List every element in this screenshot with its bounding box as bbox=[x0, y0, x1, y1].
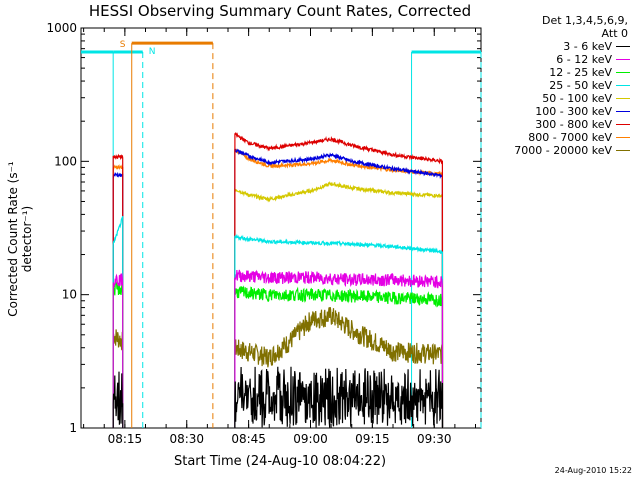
series-line bbox=[112, 215, 124, 429]
legend-entry: 12 - 25 keV bbox=[484, 66, 632, 79]
legend-entry: 50 - 100 keV bbox=[484, 92, 632, 105]
legend-entry: 25 - 50 keV bbox=[484, 79, 632, 92]
plot-frame bbox=[80, 27, 482, 429]
series-line bbox=[112, 163, 124, 429]
series-line bbox=[234, 132, 444, 429]
series-line bbox=[234, 269, 444, 429]
legend-entry: 3 - 6 keV bbox=[484, 40, 632, 53]
series-line bbox=[234, 366, 444, 429]
legend-swatch bbox=[616, 46, 630, 47]
legend-entry-label: 800 - 7000 keV bbox=[528, 131, 612, 144]
legend-swatch bbox=[616, 124, 630, 125]
x-axis-label: Start Time (24-Aug-10 08:04:22) bbox=[173, 454, 387, 469]
x-tick-label: 09:15 bbox=[355, 432, 390, 446]
legend-entry-label: 300 - 800 keV bbox=[535, 118, 612, 131]
y-tick-label: 1 bbox=[69, 421, 77, 435]
y-tick-label: 100 bbox=[54, 154, 77, 168]
chart-title: HESSI Observing Summary Count Rates, Cor… bbox=[88, 2, 472, 20]
legend-swatch bbox=[616, 72, 630, 73]
legend-entry-label: 6 - 12 keV bbox=[556, 53, 612, 66]
series-line bbox=[234, 181, 444, 429]
x-tick-label: 08:45 bbox=[231, 432, 266, 446]
legend-swatch bbox=[616, 98, 630, 99]
legend-header-line-1: Det 1,3,4,5,6,9, bbox=[541, 14, 628, 27]
footer-date: 24-Aug-2010 15:22 bbox=[554, 466, 632, 475]
legend-entry: 100 - 300 keV bbox=[484, 105, 632, 118]
legend-entry-label: 100 - 300 keV bbox=[535, 105, 612, 118]
legend-entry: 800 - 7000 keV bbox=[484, 131, 632, 144]
legend-swatch bbox=[616, 85, 630, 86]
y-tick-label: 1000 bbox=[46, 21, 77, 35]
legend-entry-label: 3 - 6 keV bbox=[563, 40, 612, 53]
legend: Det 1,3,4,5,6,9, Att 0 3 - 6 keV 6 - 12 k… bbox=[484, 14, 632, 157]
legend-entry-label: 7000 - 20000 keV bbox=[514, 144, 612, 157]
legend-swatch bbox=[616, 111, 630, 112]
legend-entry-label: 25 - 50 keV bbox=[549, 79, 612, 92]
legend-entry: 6 - 12 keV bbox=[484, 53, 632, 66]
legend-entry-label: 12 - 25 keV bbox=[549, 66, 612, 79]
series-line bbox=[234, 233, 444, 429]
legend-entry: 7000 - 20000 keV bbox=[484, 144, 632, 157]
series-line bbox=[112, 273, 124, 429]
series-line bbox=[112, 329, 124, 429]
legend-swatch bbox=[616, 150, 630, 151]
legend-swatch bbox=[616, 59, 630, 60]
legend-header-line-2: Att 0 bbox=[601, 27, 628, 40]
series-line bbox=[112, 171, 124, 429]
series-line bbox=[112, 153, 124, 429]
x-tick-label: 08:30 bbox=[169, 432, 204, 446]
x-tick-label: 09:00 bbox=[293, 432, 328, 446]
legend-entry: 300 - 800 keV bbox=[484, 118, 632, 131]
series-line bbox=[234, 148, 444, 429]
night-flag-label: N bbox=[149, 47, 156, 57]
legend-swatch bbox=[616, 137, 630, 138]
x-tick-label: 08:15 bbox=[108, 432, 143, 446]
series-line bbox=[234, 285, 444, 429]
series-line bbox=[234, 307, 444, 429]
saa-flag-label: S bbox=[120, 40, 126, 50]
legend-entry-label: 50 - 100 keV bbox=[542, 92, 612, 105]
x-tick-label: 09:30 bbox=[417, 432, 452, 446]
series-line bbox=[112, 371, 124, 429]
y-tick-label: 10 bbox=[62, 288, 77, 302]
